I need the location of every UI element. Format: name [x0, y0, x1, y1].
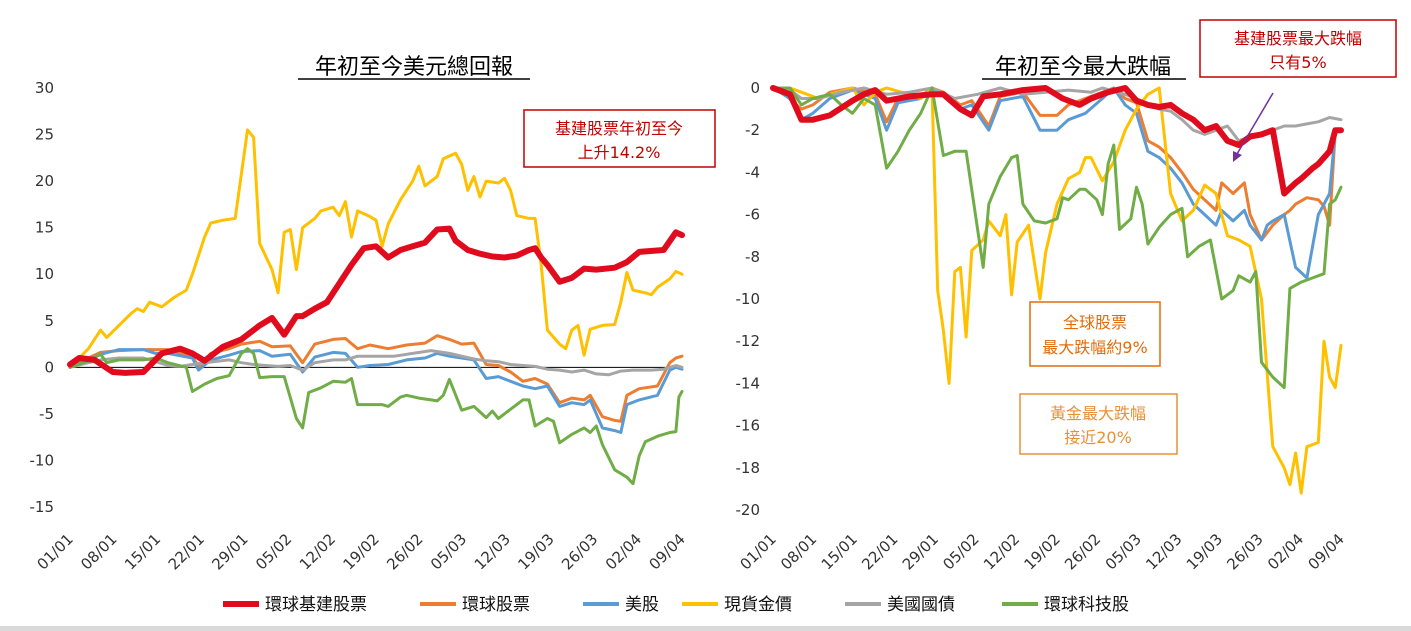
legend-item: 美股: [583, 595, 659, 615]
series-line: [771, 86, 1343, 390]
y-axis-ticks: 0 -2 -4 -6 -8 -10 -12 -14 -16 -18 -20: [736, 79, 761, 519]
y-tick-label: -10: [30, 451, 55, 469]
series-line: [68, 347, 684, 486]
y-tick-label: -20: [736, 501, 761, 519]
x-tick-label: 19/03: [514, 530, 557, 573]
x-axis-ticks: 01/0108/0115/0122/0129/0105/0212/0219/02…: [737, 530, 1348, 573]
x-tick-label: 08/01: [777, 530, 820, 573]
y-tick-label: -12: [736, 332, 761, 350]
x-tick-label: 26/03: [1223, 530, 1266, 573]
x-tick-label: 22/01: [858, 530, 901, 573]
annotation-line: 最大跌幅約9%: [1042, 338, 1147, 357]
x-tick-label: 19/02: [340, 530, 383, 573]
x-tick-label: 12/02: [296, 530, 339, 573]
y-tick-label: -18: [736, 459, 761, 477]
x-tick-label: 12/02: [980, 530, 1023, 573]
y-axis-ticks: 30 25 20 15 10 5 0 -5 -10 -15: [30, 79, 55, 516]
y-tick-label: 5: [44, 312, 54, 330]
x-tick-label: 19/02: [1021, 530, 1064, 573]
series-lines: [770, 85, 1344, 495]
y-tick-label: -8: [745, 248, 760, 266]
y-tick-label: 30: [35, 79, 54, 97]
series-line: [67, 225, 685, 376]
y-tick-label: 25: [35, 126, 54, 144]
legend-item: 現貨金價: [682, 595, 792, 615]
x-tick-label: 01/01: [34, 530, 77, 573]
legend-item: 環球基建股票: [223, 595, 367, 615]
annotation-arrow: [1233, 92, 1274, 162]
y-tick-label: 0: [44, 358, 54, 376]
y-tick-label: -16: [736, 417, 761, 435]
series-line: [68, 348, 684, 434]
series-line: [771, 86, 1343, 242]
x-tick-label: 05/02: [252, 530, 295, 573]
annotation-line: 只有5%: [1269, 53, 1326, 72]
legend-label: 美股: [625, 595, 659, 615]
y-tick-label: 0: [750, 79, 760, 97]
annotation-line: 全球股票: [1063, 313, 1127, 332]
y-tick-label: 10: [35, 265, 54, 283]
x-tick-label: 02/04: [1264, 530, 1307, 573]
y-tick-label: -5: [39, 405, 54, 423]
annotation-line: 接近20%: [1064, 428, 1132, 447]
annotation-line: 黃金最大跌幅: [1050, 404, 1146, 423]
annotation-line: 基建股票年初至今: [555, 119, 683, 138]
legend-label: 現貨金價: [724, 595, 792, 615]
annotation-gold-drawdown: 黃金最大跌幅 接近20%: [1019, 393, 1178, 455]
chart-title-max-drawdown: 年初至今最大跌幅: [995, 55, 1171, 80]
x-tick-label: 09/04: [1305, 530, 1348, 573]
legend-item: 環球股票: [420, 595, 530, 615]
series-line: [771, 86, 1343, 280]
x-tick-label: 29/01: [208, 530, 251, 573]
annotation-infra-drawdown: 基建股票最大跌幅 只有5%: [1199, 19, 1397, 78]
x-tick-label: 29/01: [899, 530, 942, 573]
x-tick-label: 26/03: [558, 530, 601, 573]
x-tick-label: 26/02: [383, 530, 426, 573]
x-tick-label: 15/01: [818, 530, 861, 573]
legend-label: 環球基建股票: [265, 595, 367, 615]
series-lines: [67, 128, 685, 486]
y-tick-label: -15: [30, 498, 55, 516]
legend-label: 環球科技股: [1044, 595, 1129, 615]
y-tick-label: 15: [35, 219, 54, 237]
y-tick-label: -10: [736, 290, 761, 308]
legend-label: 環球股票: [462, 595, 530, 615]
y-tick-label: -4: [745, 163, 760, 181]
x-tick-label: 22/01: [165, 530, 208, 573]
x-tick-label: 02/04: [602, 530, 645, 573]
y-tick-label: -14: [736, 374, 761, 392]
footer-strip: [0, 626, 1411, 631]
series-line: [770, 85, 1344, 197]
annotation-infra-ytd: 基建股票年初至今 上升14.2%: [523, 109, 716, 168]
y-tick-label: -6: [745, 206, 760, 224]
x-tick-label: 01/01: [737, 530, 780, 573]
y-tick-label: 20: [35, 172, 54, 190]
x-tick-label: 05/02: [939, 530, 982, 573]
legend-item: 美國國債: [845, 595, 955, 615]
annotation-line: 基建股票最大跌幅: [1234, 29, 1362, 48]
x-tick-label: 15/01: [121, 530, 164, 573]
legend: 環球基建股票 環球股票 美股 現貨金價 美國國債 環球科技股: [223, 595, 1129, 615]
series-line: [68, 128, 684, 369]
series-line: [68, 334, 684, 423]
x-tick-label: 08/01: [77, 530, 120, 573]
x-tick-label: 12/03: [1142, 530, 1185, 573]
annotation-line: 上升14.2%: [578, 143, 661, 162]
annotation-global-drawdown: 全球股票 最大跌幅約9%: [1029, 301, 1161, 367]
x-tick-label: 05/03: [427, 530, 470, 573]
x-tick-label: 05/03: [1102, 530, 1145, 573]
x-tick-label: 26/02: [1061, 530, 1104, 573]
x-tick-label: 19/03: [1183, 530, 1226, 573]
y-tick-label: -2: [745, 121, 760, 139]
legend-label: 美國國債: [887, 595, 955, 615]
chart-title-ytd-return: 年初至今美元總回報: [315, 55, 513, 80]
x-tick-label: 09/04: [646, 530, 689, 573]
legend-item: 環球科技股: [1002, 595, 1129, 615]
x-tick-label: 12/03: [471, 530, 514, 573]
